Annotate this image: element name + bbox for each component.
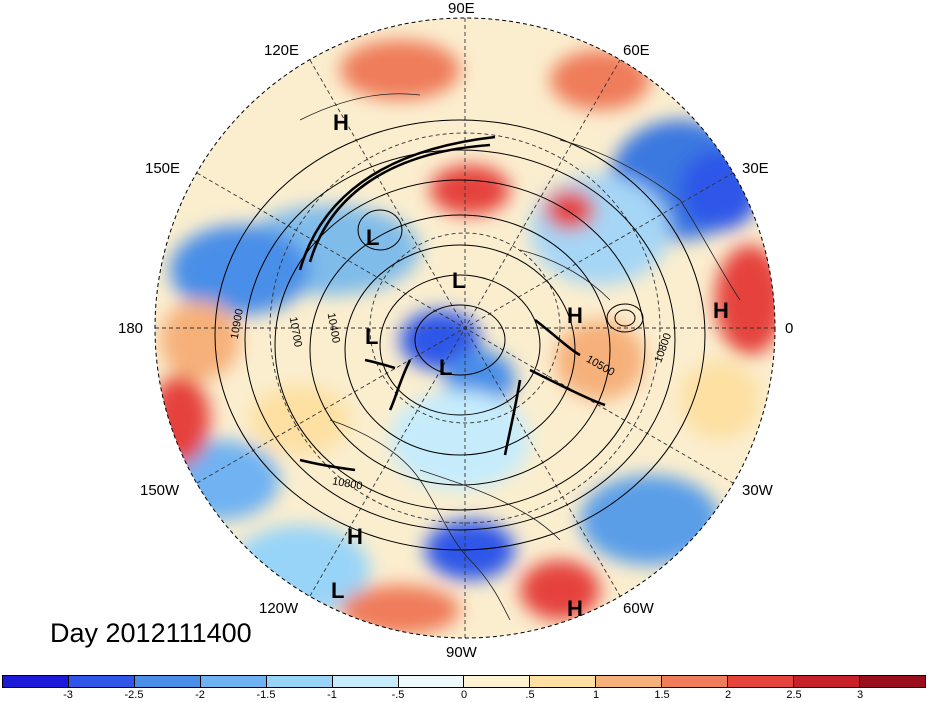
pressure-center-high: H (347, 524, 363, 549)
colorbar-segment (530, 676, 597, 687)
colorbar-tick-label: -.5 (391, 689, 405, 701)
longitude-label-30w: 30W (742, 482, 773, 499)
colorbar-segment (794, 676, 860, 687)
pressure-center-low: L (439, 355, 453, 380)
pressure-center-high: H (567, 303, 583, 328)
colorbar-segment (398, 676, 465, 687)
polar-stereographic-map (154, 17, 776, 639)
colorbar (2, 675, 926, 688)
pressure-center-low: L (365, 324, 379, 349)
colorbar-segment (662, 676, 729, 687)
colorbar-segment (332, 676, 399, 687)
pressure-center-low: L (366, 225, 380, 250)
coastlines (299, 93, 741, 621)
longitude-label-90e: 90E (448, 0, 475, 17)
colorbar-tick-label: -2.5 (124, 689, 144, 701)
jet-streams (298, 135, 606, 472)
longitude-label-90w: 90W (446, 644, 477, 661)
colorbar-tick-label: 0 (460, 689, 468, 701)
height-contours (214, 119, 706, 551)
colorbar-tick-label: -3 (63, 689, 73, 701)
colorbar-segment (3, 676, 69, 687)
pressure-center-high: H (713, 298, 729, 323)
colorbar-segment (266, 676, 333, 687)
longitude-label-60w: 60W (623, 600, 654, 617)
colorbar-segment (859, 676, 925, 687)
pressure-center-high: H (333, 110, 349, 135)
longitude-label-0: 0 (785, 320, 794, 337)
colorbar-segment (728, 676, 795, 687)
colorbar-segment (68, 676, 135, 687)
colorbar-tick-label: 1.5 (654, 689, 670, 701)
anomaly-field (155, 40, 775, 635)
longitude-label-120w: 120W (259, 600, 299, 617)
colorbar-segment (200, 676, 267, 687)
colorbar-segment (464, 676, 531, 687)
colorbar-tick-label: 2.5 (786, 689, 802, 701)
longitude-label-150w: 150W (140, 482, 180, 499)
longitude-label-30e: 30E (742, 160, 769, 177)
longitude-label-120e: 120E (264, 42, 300, 59)
date-label: Day 2012111400 (50, 618, 252, 648)
pressure-center-low: L (452, 268, 466, 293)
colorbar-tick-label: 2 (724, 689, 732, 701)
colorbar-segment (596, 676, 663, 687)
colorbar-tick-label: 1 (592, 689, 600, 701)
colorbar-tick-labels: -3 -2.5 -2 -1.5 -1 -.5 0 .5 1 1.5 2 2.5 3 (2, 689, 926, 702)
graticule (155, 18, 775, 638)
colorbar-tick-label: .5 (525, 689, 535, 701)
colorbar-tick-label: -1 (327, 689, 337, 701)
longitude-label-180: 180 (118, 320, 144, 337)
colorbar-tick-label: 3 (856, 689, 864, 701)
pressure-center-low: L (331, 578, 345, 603)
pressure-center-high: H (567, 596, 583, 621)
longitude-label-60e: 60E (623, 42, 650, 59)
colorbar-tick-label: -1.5 (256, 689, 276, 701)
longitude-label-150e: 150E (145, 160, 181, 177)
colorbar-segment (134, 676, 201, 687)
colorbar-tick-label: -2 (195, 689, 205, 701)
